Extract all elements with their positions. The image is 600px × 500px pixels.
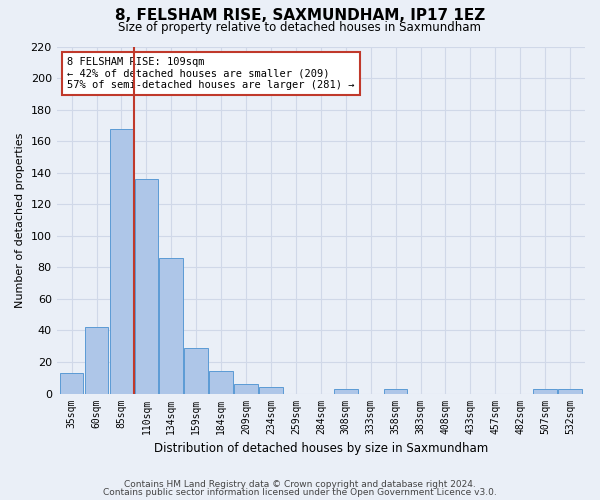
Text: 8 FELSHAM RISE: 109sqm
← 42% of detached houses are smaller (209)
57% of semi-de: 8 FELSHAM RISE: 109sqm ← 42% of detached… — [67, 57, 355, 90]
Bar — [160, 258, 183, 394]
Bar — [558, 389, 582, 394]
Y-axis label: Number of detached properties: Number of detached properties — [15, 132, 25, 308]
Text: Size of property relative to detached houses in Saxmundham: Size of property relative to detached ho… — [119, 21, 482, 34]
Text: Contains HM Land Registry data © Crown copyright and database right 2024.: Contains HM Land Registry data © Crown c… — [124, 480, 476, 489]
Bar — [334, 389, 358, 394]
Bar — [110, 128, 133, 394]
Bar — [85, 328, 109, 394]
Bar — [184, 348, 208, 394]
X-axis label: Distribution of detached houses by size in Saxmundham: Distribution of detached houses by size … — [154, 442, 488, 455]
Text: 8, FELSHAM RISE, SAXMUNDHAM, IP17 1EZ: 8, FELSHAM RISE, SAXMUNDHAM, IP17 1EZ — [115, 8, 485, 22]
Bar — [259, 387, 283, 394]
Bar — [209, 372, 233, 394]
Text: Contains public sector information licensed under the Open Government Licence v3: Contains public sector information licen… — [103, 488, 497, 497]
Bar — [234, 384, 258, 394]
Bar — [384, 389, 407, 394]
Bar — [134, 179, 158, 394]
Bar — [60, 373, 83, 394]
Bar — [533, 389, 557, 394]
